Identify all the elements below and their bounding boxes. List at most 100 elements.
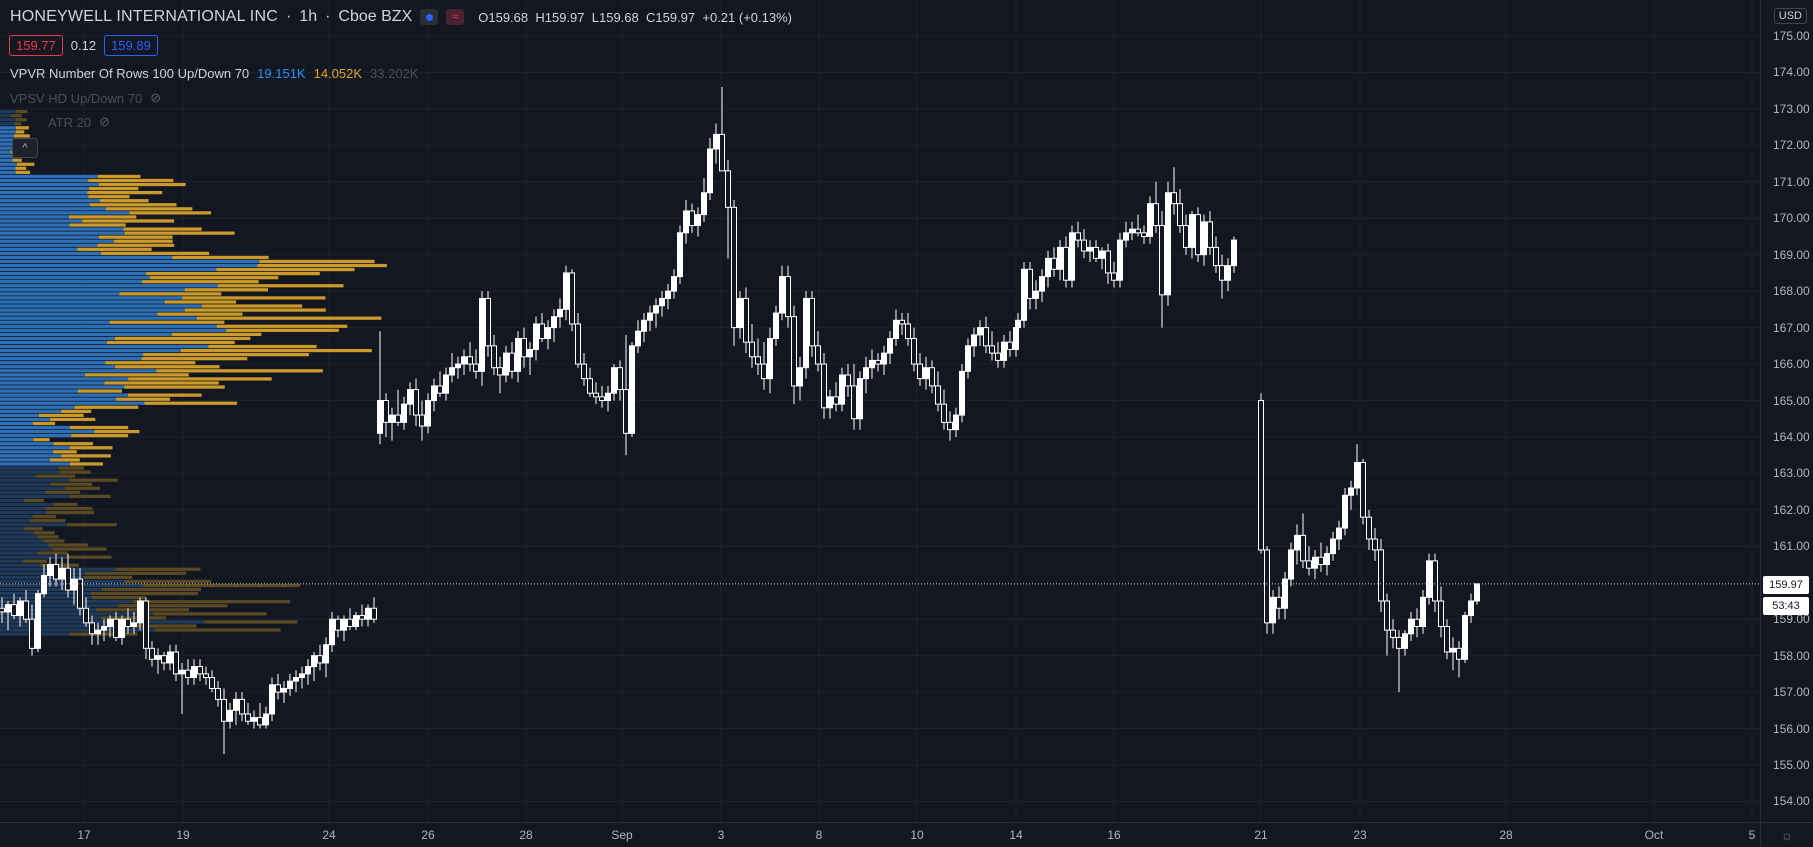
volume-profile-up-bar [0, 312, 158, 316]
candle-body [857, 378, 863, 420]
candle-body [1007, 341, 1013, 350]
candle-body [395, 414, 401, 423]
candle-body [935, 385, 941, 405]
volume-profile-down-bar [48, 543, 88, 547]
candle-body [1087, 246, 1093, 252]
volume-profile-down-bar [109, 320, 225, 324]
candle-body [923, 367, 929, 380]
volume-profile-down-bar [17, 162, 35, 166]
candle-body [71, 578, 77, 591]
candle-body [461, 356, 467, 365]
candle-body [761, 363, 767, 380]
volume-profile-up-bar [0, 377, 129, 381]
candle-body [161, 655, 167, 664]
volume-profile-up-bar [0, 624, 135, 628]
volume-profile-up-bar [0, 146, 17, 150]
candle-body [743, 297, 749, 343]
candle-body [599, 396, 605, 402]
indicator-vpsv[interactable]: VPSV HD Up/Down 70 ⊘ [10, 90, 161, 106]
candle-body [971, 334, 977, 347]
volume-profile-down-bar [257, 263, 387, 268]
volume-profile-down-bar [144, 401, 237, 405]
volume-profile-up-bar [0, 421, 34, 426]
volume-profile-down-bar [74, 405, 139, 409]
indicator-vpvr[interactable]: VPVR Number Of Rows 100 Up/Down 70 19.15… [10, 66, 418, 81]
volume-profile-down-bar [182, 296, 326, 300]
volume-profile-up-bar [0, 340, 107, 345]
volume-profile-up-bar [0, 515, 33, 519]
candle-body [323, 644, 329, 664]
candle-body [1270, 596, 1276, 624]
volume-profile-up-bar [0, 215, 69, 219]
volume-profile-up-bar [0, 381, 105, 385]
time-tick-label: Sep [611, 828, 633, 842]
volume-profile-down-bar [58, 466, 84, 470]
price-chart[interactable] [0, 0, 1760, 822]
eye-off-icon[interactable]: ⊘ [150, 90, 162, 105]
candle-body [839, 374, 845, 405]
volume-profile-down-bar [77, 247, 152, 251]
candle-body [695, 214, 701, 227]
time-scale[interactable]: 17 19 24 26 28 Sep 3 8 10 14 16 21 23 28 Oct 5 [0, 822, 1760, 847]
volume-profile-up-bar [0, 130, 16, 134]
candle-body [1123, 232, 1129, 241]
ohlc-values: O159.68 H159.97 L159.68 C159.97 +0.21 (+… [478, 9, 792, 25]
volume-profile-down-bar [119, 292, 222, 296]
eye-off-icon[interactable]: ⊘ [99, 114, 111, 129]
candle-body [1015, 319, 1021, 329]
volume-profile-up-bar [0, 199, 100, 203]
price-tick-label: 166.00 [1773, 357, 1810, 372]
price-scale[interactable]: USD 175.00 174.00 173.00 172.00 171.00 170.00… [1760, 0, 1813, 822]
candle-body [707, 148, 713, 194]
volume-profile-down-bar [71, 434, 129, 438]
candle-body [131, 622, 137, 627]
sell-price-button[interactable]: 159.77 [9, 35, 63, 56]
candle-body [731, 206, 737, 329]
volume-profile-down-bar [67, 523, 117, 527]
candle-body [827, 396, 833, 409]
symbol-name[interactable]: HONEYWELL INTERNATIONAL INC [10, 8, 278, 25]
candle-body [473, 363, 479, 372]
candle-body [1001, 341, 1007, 361]
candle-body [443, 374, 449, 394]
candle-body [1171, 192, 1177, 205]
chevron-up-icon[interactable]: ^ [12, 138, 38, 158]
currency-label[interactable]: USD [1773, 8, 1807, 24]
volume-profile-down-bar [33, 438, 50, 442]
data-status-icon[interactable] [420, 9, 439, 25]
volume-profile-up-bar [0, 506, 46, 511]
price-tick-label: 163.00 [1773, 466, 1810, 481]
candle-body [1258, 400, 1264, 551]
interval-label[interactable]: 1h [299, 8, 318, 25]
volume-profile-down-bar [85, 571, 187, 575]
candle-body [719, 133, 725, 172]
price-tick-label: 158.00 [1773, 648, 1810, 663]
buy-price-button[interactable]: 159.89 [104, 35, 158, 56]
volume-profile-up-bar [0, 547, 53, 551]
candle-body [275, 684, 281, 693]
price-tick-label: 167.00 [1773, 320, 1810, 335]
volume-profile-up-bar [0, 138, 14, 142]
volume-profile-up-bar [0, 385, 125, 389]
volume-profile-down-bar [16, 110, 28, 114]
chart-pane[interactable]: HONEYWELL INTERNATIONAL INC · 1h · Cboe … [0, 0, 1760, 822]
indicator-atr-name: ATR 20 [48, 114, 92, 130]
volume-profile-down-bar [196, 316, 382, 320]
volume-profile-down-bar [15, 126, 29, 130]
volume-profile-down-bar [156, 369, 323, 373]
time-tick-label: Oct [1644, 828, 1664, 842]
candle-body [629, 345, 635, 434]
volume-profile-up-bar [0, 328, 227, 332]
candle-body [767, 338, 773, 380]
volume-profile-up-bar [0, 353, 144, 357]
indicator-atr[interactable]: ATR 20 ⊘ [10, 114, 110, 130]
price-tick-label: 154.00 [1773, 794, 1810, 809]
market-status-icon[interactable]: ≈ [446, 9, 465, 25]
volume-profile-down-bar [101, 587, 201, 592]
candle-body [215, 687, 221, 700]
candle-body [263, 713, 269, 726]
indicator-vpvr-name: VPVR Number Of Rows 100 Up/Down 70 [10, 66, 250, 81]
gear-icon[interactable]: ☼ [1760, 822, 1813, 847]
volume-profile-down-bar [217, 284, 344, 288]
spread-value: 0.12 [70, 38, 97, 53]
